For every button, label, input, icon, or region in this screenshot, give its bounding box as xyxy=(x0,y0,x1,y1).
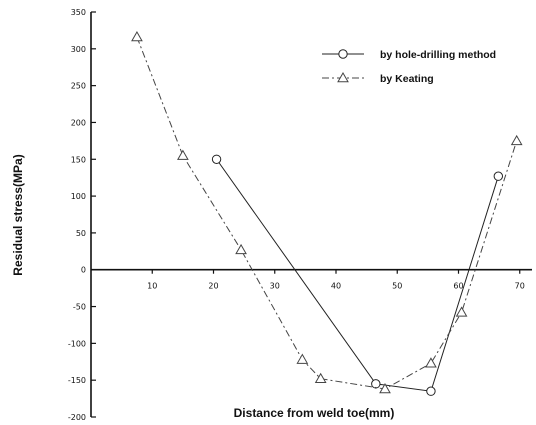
series-keating xyxy=(131,31,523,394)
data-point-triangle xyxy=(510,134,523,146)
x-axis-label: Distance from weld toe(mm) xyxy=(234,406,395,420)
legend-label: by hole-drilling method xyxy=(380,49,496,61)
x-tick-label: 70 xyxy=(515,282,525,291)
data-point-triangle xyxy=(379,383,391,394)
x-tick-label: 10 xyxy=(147,282,157,291)
x-tick-label: 50 xyxy=(392,282,402,291)
y-tick-label: 0 xyxy=(81,266,86,275)
y-tick-label: 250 xyxy=(71,82,86,91)
series-line xyxy=(216,158,499,392)
y-tick-label: 150 xyxy=(71,155,86,164)
data-point-triangle xyxy=(337,71,349,83)
series-line xyxy=(136,36,518,390)
y-tick-label: 300 xyxy=(71,45,86,54)
data-point-triangle xyxy=(455,306,468,317)
data-point-triangle xyxy=(177,149,189,160)
legend: by hole-drilling method by Keating xyxy=(322,49,496,85)
axes: 350 300 250 200 150 100 50 0 -50 -100 -150 -200 10 20… xyxy=(68,8,532,422)
y-tick-label: 50 xyxy=(76,229,86,238)
y-tick-label: 200 xyxy=(71,118,86,127)
data-point-triangle xyxy=(296,353,309,364)
data-point-triangle xyxy=(131,31,143,42)
y-axis-label: Residual stress(MPa) xyxy=(11,154,25,275)
data-point-triangle xyxy=(425,357,437,368)
data-point-circle xyxy=(493,171,504,181)
y-tick-label: 100 xyxy=(71,192,86,201)
data-point-circle xyxy=(371,379,381,389)
y-tick-label: -50 xyxy=(73,303,86,312)
data-point-circle xyxy=(426,386,436,396)
y-tick-label: -150 xyxy=(68,376,86,385)
data-point-triangle xyxy=(235,243,247,255)
legend-label: by Keating xyxy=(380,73,434,85)
y-tick-label: 350 xyxy=(71,8,86,17)
data-point-circle xyxy=(211,154,222,164)
data-point-circle xyxy=(338,49,348,59)
y-tick-label: -100 xyxy=(68,339,86,348)
y-tick-label: -200 xyxy=(68,413,86,422)
x-tick-label: 60 xyxy=(453,282,463,291)
series-hole-drilling xyxy=(211,154,504,396)
x-tick-label: 30 xyxy=(270,282,280,291)
x-tick-label: 40 xyxy=(331,282,341,291)
x-tick-label: 20 xyxy=(208,282,218,291)
plot-area xyxy=(131,31,523,396)
data-point-triangle xyxy=(314,372,327,383)
